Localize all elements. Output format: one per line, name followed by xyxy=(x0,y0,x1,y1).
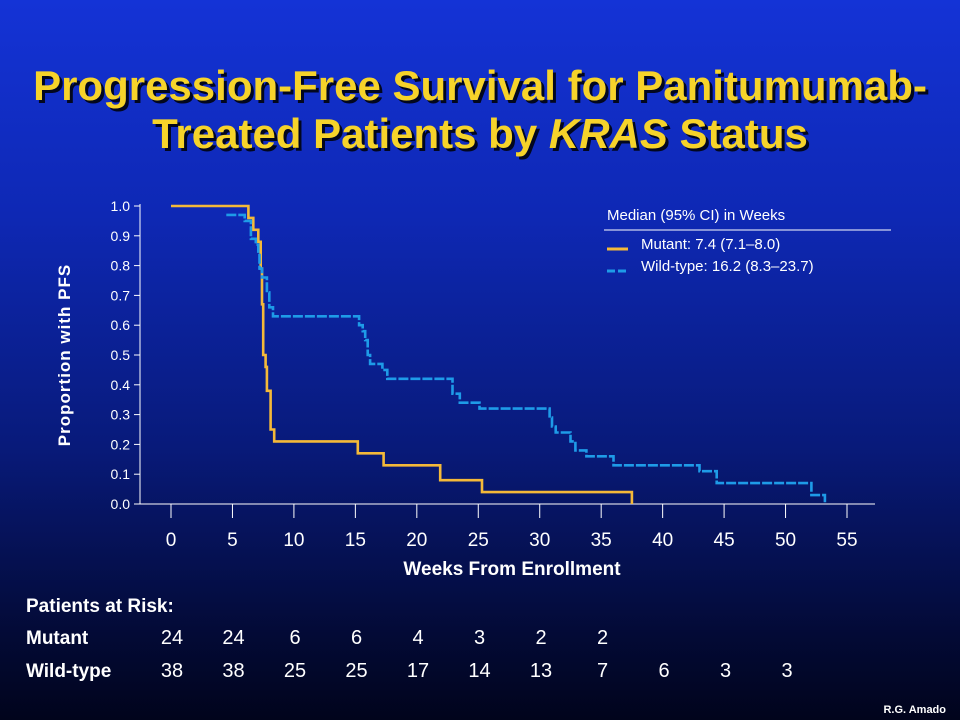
y-tick-label: 0.0 xyxy=(111,496,131,512)
title-line-2: Treated Patients by KRAS Status xyxy=(0,110,960,158)
y-tick-label: 0.3 xyxy=(111,407,131,423)
risk-value: 14 xyxy=(468,660,491,682)
risk-value: 6 xyxy=(658,660,670,682)
title-line-2-prefix: Treated Patients by xyxy=(152,110,549,157)
risk-value: 25 xyxy=(345,660,368,682)
risk-row-label-wild-type: Wild-type xyxy=(26,661,112,682)
x-tick-label: 25 xyxy=(468,530,489,551)
risk-value: 7 xyxy=(596,660,609,682)
legend-entry-label: Wild-type: 16.2 (8.3–23.7) xyxy=(641,258,814,275)
risk-value: 38 xyxy=(160,660,184,682)
y-tick-label: 0.9 xyxy=(111,228,131,244)
x-tick-label: 45 xyxy=(714,530,735,551)
risk-value: 17 xyxy=(406,660,430,682)
x-tick-label: 5 xyxy=(227,530,238,551)
risk-table-title: Patients at Risk: xyxy=(26,596,174,617)
slide-title: Progression-Free Survival for Panitumuma… xyxy=(0,62,960,158)
x-tick-label: 20 xyxy=(406,530,427,551)
y-axis-label: Proportion with PFS xyxy=(55,264,74,446)
risk-value: 6 xyxy=(350,627,363,649)
x-axis-label: Weeks From Enrollment xyxy=(403,559,621,580)
y-tick-label: 0.8 xyxy=(111,258,131,274)
risk-value: 13 xyxy=(529,660,553,682)
risk-value: 38 xyxy=(222,660,245,682)
risk-value: 3 xyxy=(719,660,732,682)
x-tick-label: 55 xyxy=(836,530,857,551)
title-kras: KRAS xyxy=(548,110,668,157)
series-wild-type-line xyxy=(226,213,827,504)
legend-entry-label: Mutant: 7.4 (7.1–8.0) xyxy=(641,236,780,253)
y-tick-label: 1.0 xyxy=(111,198,131,214)
pfs-chart: 0.0 0.1 0.2 0.3 0.4 0.5 0.6 0.7 0.8 0.9 1.0 0 5 10 15 2… xyxy=(55,198,857,580)
risk-value: 25 xyxy=(283,660,307,682)
x-tick-label: 15 xyxy=(345,530,366,551)
x-tick-label: 50 xyxy=(775,530,796,551)
y-tick-label: 0.2 xyxy=(111,436,131,452)
legend-title: Median (95% CI) in Weeks xyxy=(607,207,785,224)
series-mutant-line xyxy=(171,204,634,504)
risk-value: 3 xyxy=(473,627,486,649)
y-tick-label: 0.6 xyxy=(111,317,131,333)
x-tick-label: 40 xyxy=(652,530,673,551)
title-line-1: Progression-Free Survival for Panitumuma… xyxy=(33,62,927,109)
risk-value: 2 xyxy=(596,627,609,649)
risk-value: 3 xyxy=(781,660,793,682)
risk-row-label-mutant: Mutant xyxy=(26,628,89,649)
risk-value: 6 xyxy=(289,627,301,649)
title-line-2-suffix: Status xyxy=(667,110,808,157)
risk-value: 24 xyxy=(160,627,184,649)
y-tick-label: 0.4 xyxy=(111,377,131,393)
x-tick-label: 10 xyxy=(283,530,304,551)
x-tick-label: 35 xyxy=(591,530,612,551)
y-tick-label: 0.1 xyxy=(111,466,131,482)
credit-text: R.G. Amado xyxy=(883,704,946,716)
x-tick-label: 0 xyxy=(166,530,177,551)
y-tick-label: 0.7 xyxy=(111,287,131,303)
risk-value: 2 xyxy=(535,627,547,649)
risk-value: 4 xyxy=(412,627,424,649)
x-tick-label: 30 xyxy=(529,530,550,551)
y-tick-label: 0.5 xyxy=(111,347,131,363)
risk-value: 24 xyxy=(222,627,245,649)
